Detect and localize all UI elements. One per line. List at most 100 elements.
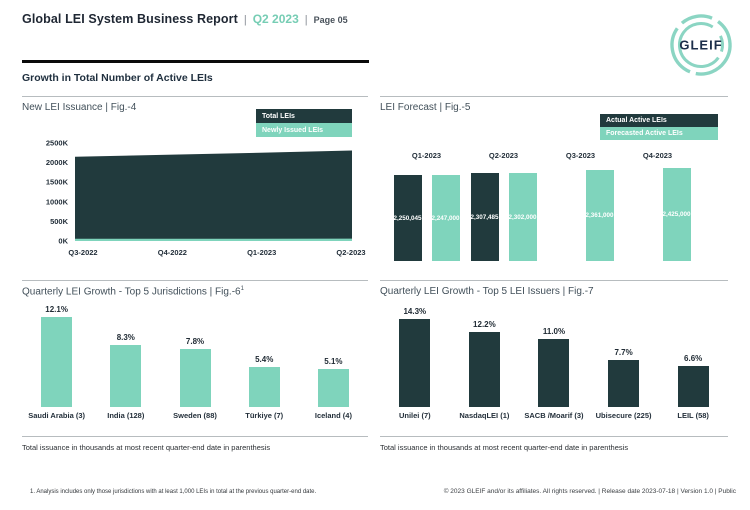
bar-value-label: 5.4% [255, 355, 274, 364]
separator: | [243, 14, 247, 26]
fig4-legend: Total LEIs Newly Issued LEIs [256, 109, 352, 137]
legend-item-actual-active-leis: Actual Active LEIs [600, 114, 718, 127]
y-axis-tick: 1000K [46, 197, 69, 206]
bar [110, 345, 142, 407]
x-axis-tick: Q3-2022 [68, 248, 97, 257]
bar-value-label: 7.8% [185, 337, 205, 346]
bar [677, 366, 709, 407]
y-axis-tick: 1500K [46, 178, 69, 187]
fig5-quarter-label: Q2-2023 [488, 151, 519, 160]
fig7-column: 14.3% Unilei (7) [380, 281, 450, 427]
fig5-quarter-label: Q4-2023 [642, 151, 673, 160]
legend-item-newly-issued-leis: Newly Issued LEIs [256, 123, 352, 137]
separator: | [304, 14, 308, 26]
bar [317, 369, 349, 407]
bar-value-label: 11.0% [542, 327, 566, 336]
fig6-title-footnote-marker: 1 [240, 286, 244, 292]
fig6-title: Quarterly LEI Growth - Top 5 Jurisdictio… [22, 286, 244, 297]
bar [538, 339, 570, 407]
bar-category-label: NasdaqLEI (1) [459, 411, 510, 420]
fig6-column: 5.4% Türkiye (7) [230, 281, 299, 427]
bar-category-label: Unilei (7) [398, 411, 431, 420]
bar-value-label: 6.6% [684, 354, 703, 363]
fig5-bar-value: 2,302,000 [508, 213, 537, 221]
fig7-bar-chart: 14.3% Unilei (7) 12.2% NasdaqLEI (1) 11.0% SA… [380, 281, 728, 427]
fig5-forecast-bar: 2,425,000 [662, 168, 691, 261]
fig7-column: 11.0% SACB /Moarif (3) [519, 281, 589, 427]
fig5-forecast-bar: 2,302,000 [508, 173, 537, 261]
fig5-bar-pair: 2,361,000 [548, 168, 614, 261]
y-axis-tick: 2000K [46, 158, 69, 167]
fig5-bar-pair: 2,425,000 [625, 168, 691, 261]
bar-category-label: Ubisecure (225) [595, 411, 652, 420]
bar [248, 367, 280, 407]
section-heading: Growth in Total Number of Active LEIs [22, 72, 213, 84]
panel-fig6: Quarterly LEI Growth - Top 5 Jurisdictio… [22, 280, 368, 438]
fig5-legend: Actual Active LEIs Forecasted Active LEI… [600, 114, 718, 140]
bar [399, 319, 431, 407]
fig5-quarter-label: Q3-2023 [565, 151, 596, 160]
fig5-actual-bar: 2,307,485 [470, 173, 499, 261]
fig5-quarter-group: Q2-2023 2,307,485 2,302,000 [465, 151, 542, 261]
fig5-bar-value: 2,307,485 [470, 213, 499, 221]
fig6-column: 12.1% Saudi Arabia (3) [22, 281, 91, 427]
bar [179, 349, 211, 407]
bar-value-label: 5.1% [324, 357, 343, 366]
fig7-column: 6.6% LEIL (58) [658, 281, 728, 427]
fig5-bar-value: 2,425,000 [662, 211, 691, 218]
bar-category-label: SACB /Moarif (3) [524, 411, 584, 420]
fig5-bar-pair: 2,250,045 2,247,000 [393, 168, 460, 261]
report-title: Global LEI System Business Report [22, 12, 238, 26]
fig7-note: Total issuance in thousands at most rece… [380, 436, 728, 452]
header: Global LEI System Business Report | Q2 2… [22, 12, 348, 26]
fig5-quarter-group: Q1-2023 2,250,045 2,247,000 [388, 151, 465, 261]
x-axis-tick: Q1-2023 [247, 248, 276, 257]
bar-value-label: 7.7% [614, 348, 633, 357]
fig6-bar-chart: 12.1% Saudi Arabia (3) 8.3% India (128) 7.8%… [22, 281, 368, 427]
fig7-column: 12.2% NasdaqLEI (1) [450, 281, 520, 427]
x-axis-tick: Q2-2023 [336, 248, 365, 257]
fig5-bar-value: 2,361,000 [585, 212, 614, 219]
bar-value-label: 12.2% [473, 320, 496, 329]
bar [608, 360, 640, 407]
fig5-forecast-bar: 2,361,000 [585, 170, 614, 261]
fig6-title-text: Quarterly LEI Growth - Top 5 Jurisdictio… [22, 286, 241, 298]
fig5-bar-value: 2,250,045 [393, 214, 422, 222]
page-number: Page 05 [313, 15, 348, 25]
area-newly-issued-leis [75, 238, 352, 241]
analysis-footnote: 1. Analysis includes only those jurisdic… [30, 489, 317, 495]
area-total-leis [75, 150, 352, 241]
gleif-logo-text: GLEIF [679, 38, 722, 53]
bar-category-label: LEIL (58) [677, 411, 709, 420]
fig6-column: 7.8% Sweden (88) [160, 281, 229, 427]
fig6-note: Total issuance in thousands at most rece… [22, 436, 368, 452]
panel-fig4: New LEI Issuance | Fig.-4 Total LEIs New… [22, 96, 368, 270]
legend-item-forecasted-active-leis: Forecasted Active LEIs [600, 127, 718, 140]
panel-fig7: Quarterly LEI Growth - Top 5 LEI Issuers… [380, 280, 728, 438]
fig5-title: LEI Forecast | Fig.-5 [380, 102, 471, 113]
fig6-column: 8.3% India (128) [91, 281, 160, 427]
report-period: Q2 2023 [252, 12, 299, 26]
fig5-bar-pair: 2,307,485 2,302,000 [470, 168, 537, 261]
bar-category-label: Türkiye (7) [245, 411, 284, 420]
fig4-area-chart: 0K 500K 1000K 1500K 2000K 2500K Q3-2022 Q4-2022… [46, 139, 366, 258]
x-axis-tick: Q4-2022 [158, 248, 187, 257]
fig5-actual-bar: 2,250,045 [393, 175, 422, 261]
fig7-title: Quarterly LEI Growth - Top 5 LEI Issuers… [380, 286, 594, 297]
fig5-bar-chart: Q1-2023 2,250,045 2,247,000 Q2-2023 2,307,48… [388, 151, 696, 261]
bar-value-label: 12.1% [45, 305, 68, 314]
fig7-column: 7.7% Ubisecure (225) [589, 281, 659, 427]
title-underline [22, 60, 369, 63]
bar-category-label: Saudi Arabia (3) [28, 411, 86, 420]
panel-fig5: LEI Forecast | Fig.-5 Actual Active LEIs… [380, 96, 728, 270]
copyright-line: © 2023 GLEIF and/or its affiliates. All … [443, 488, 736, 495]
legend-item-total-leis: Total LEIs [256, 109, 352, 123]
bar [468, 332, 500, 407]
bar-category-label: India (128) [107, 411, 145, 420]
fig5-quarter-group: Q4-2023 2,425,000 [619, 151, 696, 261]
bar-category-label: Sweden (88) [173, 411, 217, 420]
y-axis-tick: 2500K [46, 139, 69, 148]
bar [41, 317, 73, 407]
fig5-quarter-label: Q1-2023 [411, 151, 442, 160]
